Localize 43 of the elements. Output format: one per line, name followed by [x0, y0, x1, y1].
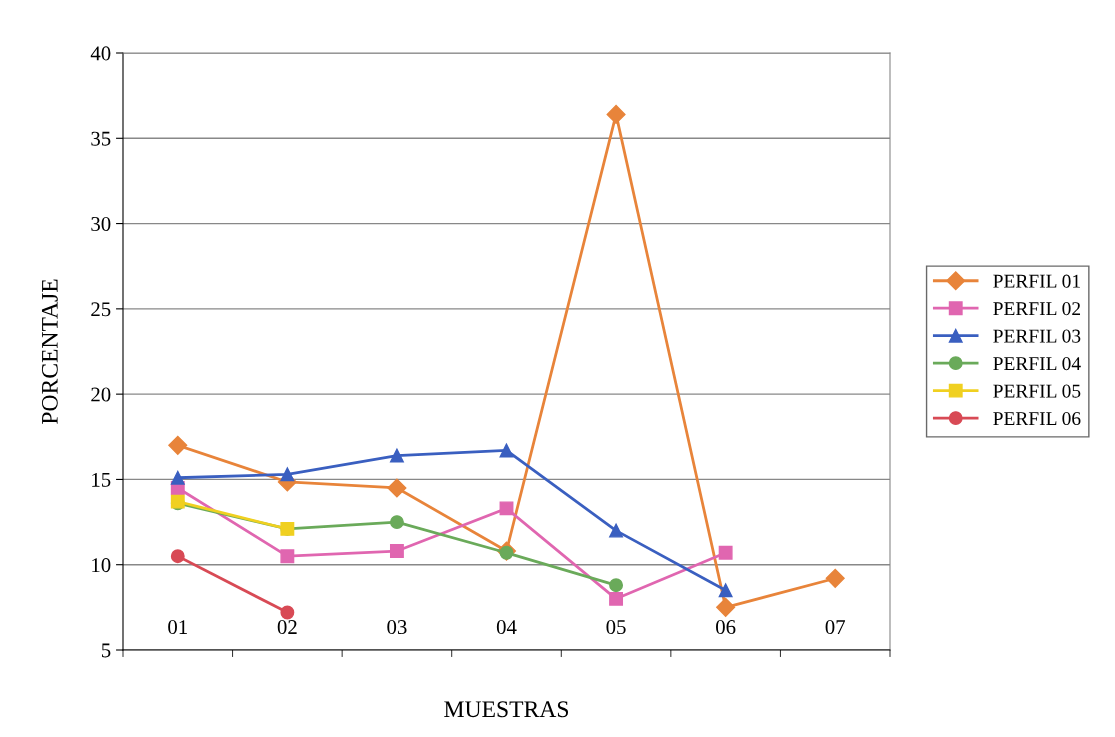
- x-tick-label: 03: [387, 620, 407, 635]
- y-tick-label: 25: [91, 302, 111, 317]
- point: [609, 578, 624, 593]
- point: [387, 478, 407, 498]
- point: [170, 549, 185, 564]
- point: [499, 443, 514, 458]
- legend-label: PERFIL 01: [993, 274, 1080, 288]
- x-tick-label: 06: [716, 620, 736, 635]
- point: [280, 549, 295, 564]
- legend-label: PERFIL 04: [993, 357, 1081, 371]
- point: [609, 591, 624, 606]
- point: [718, 583, 733, 598]
- y-tick-label: 40: [90, 46, 111, 61]
- y-tick-label: 15: [92, 472, 111, 487]
- point: [389, 515, 404, 530]
- point: [716, 597, 736, 617]
- point: [280, 605, 295, 620]
- y-tick-label: 10: [92, 558, 111, 573]
- x-tick-label: 07: [825, 620, 846, 635]
- point: [718, 545, 733, 560]
- legend-label: PERFIL 06: [993, 411, 1081, 426]
- point: [499, 501, 514, 516]
- legend-label: PERFIL 05: [993, 384, 1081, 398]
- point: [168, 435, 188, 455]
- y-tick-label: 30: [91, 216, 111, 231]
- y-axis-title: PORCENTAJE: [41, 279, 58, 424]
- x-axis-title: MUESTRAS: [444, 701, 569, 718]
- x-tick-label: 02: [277, 620, 297, 635]
- y-tick-label: 35: [91, 131, 111, 146]
- y-tick-label: 5: [101, 643, 111, 658]
- point: [825, 568, 845, 588]
- x-tick-label: 04: [496, 620, 517, 635]
- point: [609, 523, 624, 538]
- point: [170, 470, 185, 485]
- y-tick-label: 20: [91, 387, 111, 402]
- legend-label: PERFIL 03: [993, 329, 1081, 343]
- point: [389, 448, 404, 463]
- x-tick-label: 05: [606, 620, 626, 635]
- legend-label: PERFIL 02: [993, 302, 1081, 316]
- point: [280, 467, 295, 482]
- x-tick-label: 01: [168, 620, 187, 635]
- point: [389, 544, 404, 559]
- point: [606, 104, 626, 124]
